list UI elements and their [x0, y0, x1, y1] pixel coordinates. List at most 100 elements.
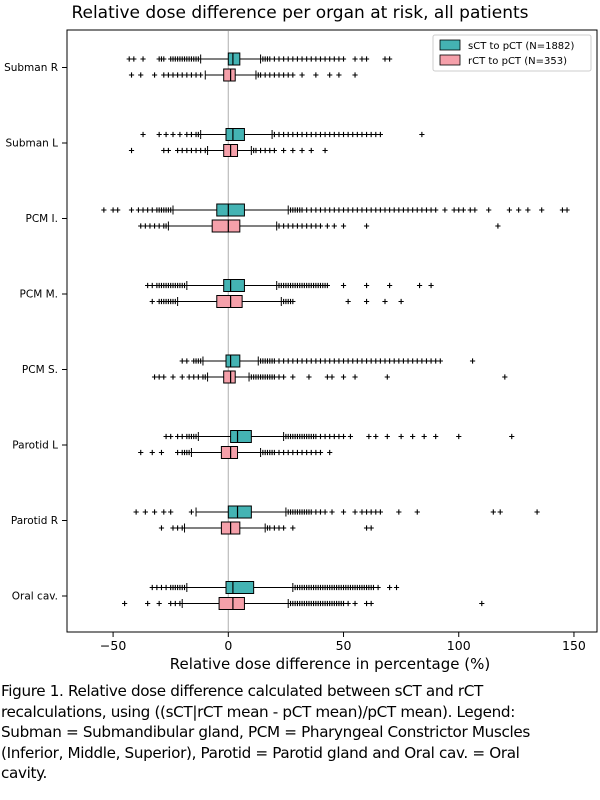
outlier-point — [281, 358, 287, 364]
outlier-point — [387, 282, 393, 289]
outlier-point — [373, 433, 379, 440]
outlier-point — [354, 131, 360, 138]
outlier-point — [327, 449, 333, 456]
outlier-point — [267, 525, 273, 531]
outlier-point — [304, 358, 310, 364]
outlier-point — [352, 72, 358, 78]
outlier-point — [161, 56, 167, 62]
outlier-point — [345, 131, 351, 138]
outlier-point — [387, 56, 393, 62]
outlier-point — [340, 207, 347, 213]
box-iqr — [230, 430, 252, 443]
outlier-point — [304, 223, 310, 229]
outlier-point — [350, 207, 356, 213]
outlier-point — [299, 223, 305, 229]
legend: sCT to pCT (N=1882) rCT to pCT (N=353) — [432, 34, 592, 72]
boxes-layer — [101, 52, 570, 610]
outlier-point — [290, 131, 296, 138]
outlier-point — [317, 223, 324, 229]
outlier-point — [149, 298, 155, 305]
outlier-point — [147, 223, 153, 229]
outlier-point — [308, 56, 314, 62]
outlier-point — [354, 358, 360, 364]
x-tick-label: 50 — [336, 638, 352, 653]
outlier-point — [479, 600, 485, 607]
outlier-point — [115, 207, 121, 213]
legend-swatch-rct — [439, 54, 461, 66]
outlier-point — [322, 207, 328, 213]
outlier-point — [304, 449, 310, 456]
outlier-point — [324, 223, 330, 229]
x-axis: −50 0 50 100 150 — [100, 632, 586, 653]
outlier-point — [398, 298, 404, 305]
outlier-point — [271, 56, 277, 62]
outlier-point — [419, 358, 425, 364]
outlier-point — [290, 56, 296, 62]
box-sct — [101, 203, 570, 217]
outlier-point — [384, 433, 390, 440]
outlier-point — [299, 147, 305, 154]
outlier-point — [122, 600, 128, 607]
outlier-point — [336, 433, 342, 440]
x-tick-label: 100 — [447, 638, 471, 653]
outlier-point — [502, 374, 508, 380]
outlier-point — [469, 358, 476, 364]
outlier-point — [317, 207, 324, 213]
outlier-point — [294, 56, 301, 62]
outlier-point — [322, 147, 328, 154]
outlier-point — [414, 509, 420, 515]
outlier-point — [163, 433, 169, 440]
outlier-point — [262, 72, 268, 78]
outlier-point — [497, 509, 503, 515]
outlier-point — [149, 282, 155, 289]
outlier-point — [179, 433, 185, 440]
outlier-point — [350, 358, 356, 364]
outlier-point — [428, 282, 434, 289]
outlier-point — [184, 147, 190, 154]
outlier-point — [149, 449, 155, 456]
outlier-point — [384, 374, 390, 380]
outlier-point — [281, 525, 287, 531]
outlier-point — [177, 600, 183, 607]
outlier-point — [336, 358, 342, 364]
outlier-point — [304, 56, 310, 62]
outlier-point — [506, 207, 513, 213]
outlier-point — [140, 56, 146, 62]
outlier-point — [400, 358, 407, 364]
outlier-point — [368, 525, 374, 531]
outlier-point — [188, 72, 195, 78]
outlier-point — [398, 433, 404, 440]
figure-caption: Figure 1. Relative dose difference calcu… — [1, 681, 599, 784]
outlier-point — [281, 147, 287, 154]
outlier-point — [131, 56, 137, 62]
outlier-point — [340, 282, 347, 289]
outlier-point — [368, 131, 374, 138]
outlier-point — [336, 207, 342, 213]
outlier-point — [165, 72, 171, 78]
outlier-point — [281, 449, 287, 456]
outlier-point — [313, 56, 319, 62]
outlier-point — [128, 147, 135, 154]
outlier-point — [175, 147, 181, 154]
outlier-point — [165, 147, 171, 154]
outlier-point — [366, 433, 372, 440]
outlier-point — [168, 600, 174, 607]
outlier-point — [276, 72, 282, 78]
outlier-point — [308, 131, 314, 138]
outlier-point — [317, 449, 324, 456]
outlier-point — [405, 207, 411, 213]
x-axis-label: Relative dose difference in percentage (… — [170, 655, 490, 673]
outlier-point — [433, 207, 439, 213]
outlier-point — [294, 131, 301, 138]
outlier-point — [181, 282, 188, 289]
outlier-point — [133, 509, 139, 515]
outlier-point — [304, 207, 310, 213]
box-iqr — [211, 219, 241, 233]
outlier-point — [377, 358, 383, 364]
outlier-point — [391, 207, 397, 213]
outlier-point — [179, 525, 185, 531]
outlier-point — [306, 374, 312, 380]
outlier-point — [276, 374, 282, 380]
outlier-point — [352, 56, 358, 62]
outlier-point — [322, 433, 328, 440]
